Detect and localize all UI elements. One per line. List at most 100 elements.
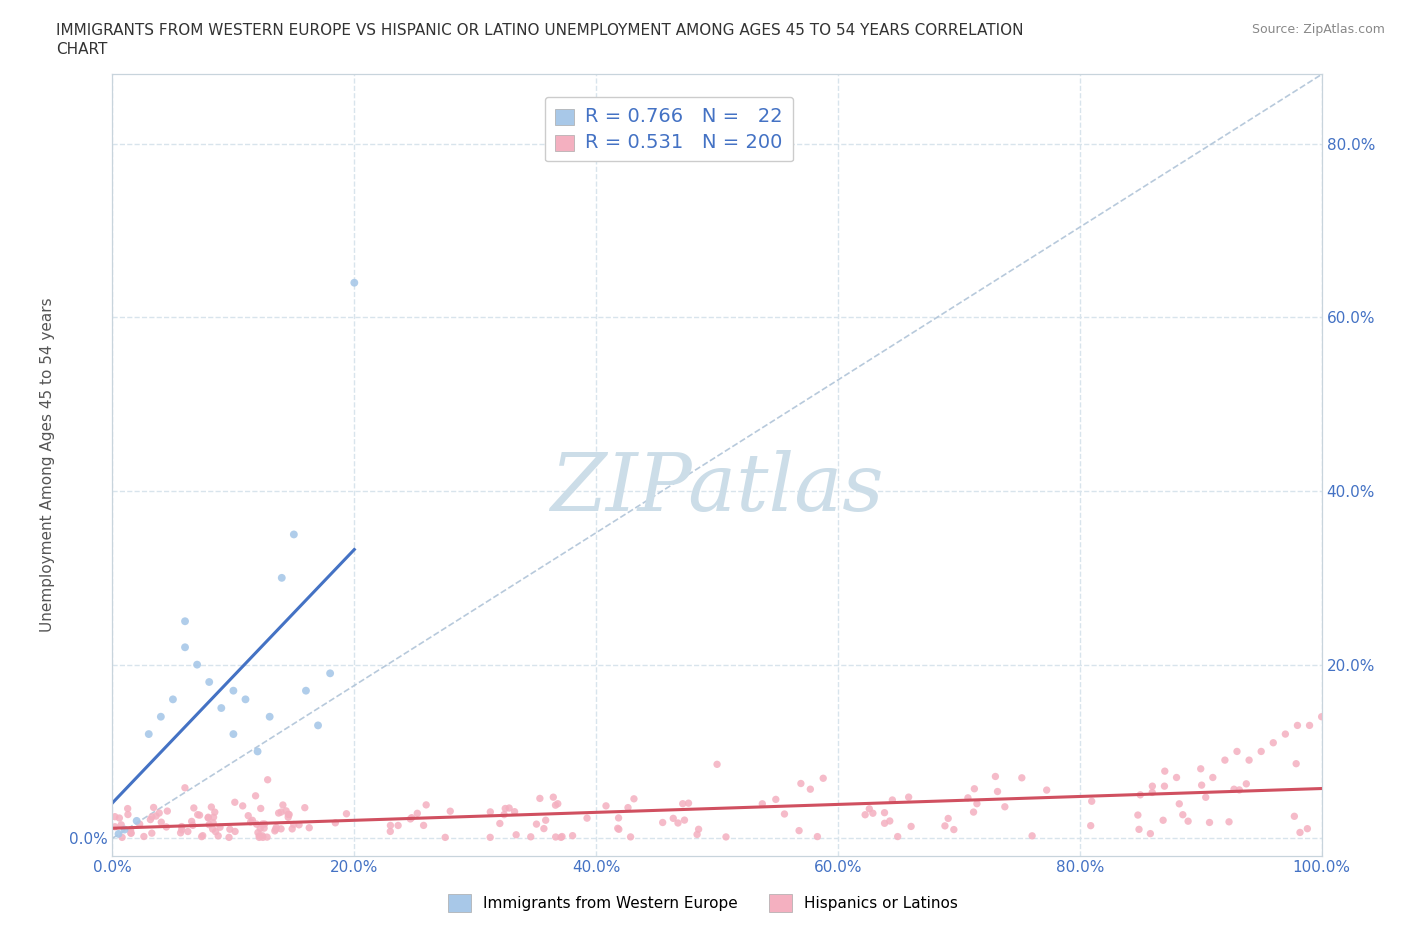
Point xyxy=(765,792,787,807)
Point xyxy=(111,830,134,844)
Point xyxy=(1126,807,1149,822)
Point xyxy=(264,822,287,837)
Point xyxy=(218,830,240,844)
Point xyxy=(246,744,269,759)
Point xyxy=(886,830,908,844)
Point xyxy=(1227,782,1250,797)
Point xyxy=(1171,807,1194,822)
Point xyxy=(672,796,695,811)
Point xyxy=(232,799,254,814)
Point xyxy=(1284,809,1306,824)
Point xyxy=(120,826,142,841)
Point xyxy=(503,804,526,819)
Point xyxy=(170,822,193,837)
Point xyxy=(1189,762,1212,777)
Point xyxy=(197,810,219,825)
Point xyxy=(224,824,246,839)
Point xyxy=(247,830,270,844)
Point xyxy=(110,817,132,832)
Point xyxy=(1226,744,1249,759)
Point xyxy=(576,811,599,826)
Point xyxy=(139,812,162,827)
Point xyxy=(1237,752,1260,767)
Point xyxy=(174,780,197,795)
Point xyxy=(148,805,170,820)
Point xyxy=(197,810,219,825)
Point xyxy=(252,830,274,844)
Point xyxy=(1298,718,1320,733)
Point xyxy=(751,796,773,811)
Point xyxy=(274,804,297,818)
Point xyxy=(277,807,299,822)
Point xyxy=(183,801,205,816)
Point xyxy=(187,807,209,822)
Point xyxy=(412,818,434,833)
Point xyxy=(963,781,986,796)
Point xyxy=(799,782,821,797)
Point xyxy=(239,815,262,830)
Point xyxy=(873,816,896,830)
Point xyxy=(934,818,956,833)
Point xyxy=(498,801,520,816)
Point xyxy=(181,817,204,832)
Point xyxy=(561,829,583,844)
Point xyxy=(242,813,264,828)
Point xyxy=(120,826,142,841)
Point xyxy=(247,829,270,844)
Point xyxy=(1213,752,1236,767)
Point xyxy=(526,817,548,831)
Point xyxy=(169,826,191,841)
Point xyxy=(479,830,502,844)
Point xyxy=(399,812,422,827)
Point xyxy=(246,825,269,840)
Point xyxy=(249,801,271,816)
Point xyxy=(1080,818,1102,833)
Point xyxy=(307,718,329,733)
Point xyxy=(108,811,131,826)
Point xyxy=(283,817,305,832)
Point xyxy=(204,824,226,839)
Point xyxy=(790,776,813,790)
Point xyxy=(319,666,342,681)
Point xyxy=(956,790,979,805)
Point xyxy=(544,798,567,813)
Point xyxy=(238,808,260,823)
Point xyxy=(494,801,516,816)
Point xyxy=(246,817,269,831)
Point xyxy=(529,791,551,806)
Point xyxy=(245,789,267,804)
Point xyxy=(281,821,304,836)
Point xyxy=(401,810,423,825)
Point xyxy=(125,814,148,829)
Point xyxy=(439,804,461,818)
Point xyxy=(806,830,828,844)
Point xyxy=(673,813,696,828)
Point xyxy=(201,821,224,836)
Point xyxy=(1080,794,1102,809)
Point xyxy=(138,726,160,741)
Point xyxy=(114,822,136,837)
Point xyxy=(141,826,163,841)
Point xyxy=(1152,813,1174,828)
Point xyxy=(1195,790,1218,804)
Point xyxy=(249,821,271,836)
Point xyxy=(222,726,245,741)
Point xyxy=(623,791,645,806)
Point xyxy=(218,822,240,837)
Point xyxy=(117,801,139,816)
Point xyxy=(533,821,555,836)
Point xyxy=(619,830,641,844)
Point xyxy=(132,829,155,844)
Point xyxy=(489,816,512,830)
Point xyxy=(256,830,278,844)
Point xyxy=(606,821,628,836)
Point xyxy=(415,797,437,812)
Point xyxy=(177,824,200,839)
Point xyxy=(962,804,984,819)
Point xyxy=(662,811,685,826)
Point xyxy=(202,810,225,825)
Point xyxy=(1021,829,1043,844)
Point xyxy=(434,830,457,844)
Point xyxy=(208,820,231,835)
Point xyxy=(773,806,796,821)
